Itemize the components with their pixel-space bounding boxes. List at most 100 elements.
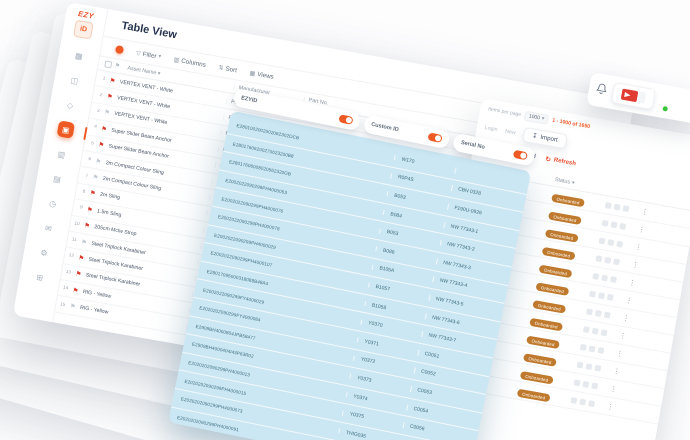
ezyid-header: EZYID (240, 95, 258, 105)
funnel-icon: ▽ (135, 50, 142, 57)
select-all-checkbox[interactable] (104, 60, 113, 69)
image-icon[interactable] (607, 238, 615, 246)
kebab-menu-icon[interactable]: ⋮ (624, 296, 634, 305)
note-icon[interactable] (610, 275, 618, 283)
logo-text: EZY (77, 8, 95, 21)
note-icon[interactable] (606, 293, 614, 301)
kebab-menu-icon[interactable]: ⋮ (615, 349, 624, 358)
sort-icon: ⇅ (218, 64, 225, 72)
chevron-down-icon: ▾ (541, 115, 545, 123)
note-icon[interactable] (600, 328, 608, 336)
image-icon[interactable] (610, 220, 618, 228)
views-button[interactable]: ▦ Views (249, 69, 274, 80)
bell-icon[interactable] (594, 81, 608, 101)
kebab-menu-icon[interactable]: ⋮ (640, 207, 649, 217)
row-number: 14 (62, 285, 69, 292)
note-icon[interactable] (597, 346, 605, 354)
assets-icon[interactable]: ▣ (56, 120, 88, 140)
login-link[interactable]: Login (484, 124, 498, 133)
filter-button[interactable]: ▽ Filter ▾ (136, 49, 162, 60)
serial-no-header: Serial No (460, 140, 486, 151)
row-action-icons (589, 290, 624, 302)
refresh-icon: ↻ (544, 155, 552, 164)
flag-logo-chip[interactable] (610, 82, 656, 111)
kebab-menu-icon[interactable]: ⋮ (637, 225, 646, 234)
dashboard-icon[interactable]: ▦ (74, 50, 84, 61)
row-number: 4 (93, 124, 98, 131)
chevron-down-icon: ▾ (157, 70, 161, 77)
document-icon[interactable] (576, 361, 584, 369)
messages-icon[interactable]: ✉ (44, 223, 53, 234)
image-icon[interactable] (585, 362, 593, 370)
row-number: 1 (102, 76, 106, 82)
custom-id-toggle[interactable] (427, 132, 444, 144)
note-icon[interactable] (588, 399, 596, 407)
image-icon[interactable] (601, 274, 609, 282)
settings-icon[interactable]: ⚙ (39, 247, 49, 258)
kebab-menu-icon[interactable]: ⋮ (606, 402, 615, 412)
history-icon[interactable]: ◷ (48, 198, 58, 209)
document-icon[interactable] (592, 272, 600, 280)
columns-button[interactable]: ▥ Columns (173, 56, 206, 69)
image-icon[interactable] (588, 344, 596, 352)
sort-button[interactable]: ⇅ Sort (218, 64, 238, 74)
image-icon[interactable] (598, 291, 606, 299)
note-icon[interactable] (591, 381, 599, 389)
avatar[interactable] (648, 88, 671, 113)
note-icon[interactable] (622, 204, 630, 212)
import-button[interactable]: ↧ Import (522, 126, 568, 150)
note-icon[interactable] (594, 364, 602, 372)
users-icon[interactable]: ◫ (69, 75, 80, 86)
image-icon[interactable] (613, 203, 621, 211)
document-icon[interactable] (601, 219, 609, 227)
items-per-page-label: Items per page (487, 106, 522, 118)
refresh-button[interactable]: ↻ Refresh (545, 155, 577, 168)
image-icon[interactable] (594, 309, 602, 317)
note-icon[interactable] (613, 257, 621, 265)
pagination-range: 1 - 1000 of 1650 (551, 117, 591, 131)
image-icon[interactable] (591, 327, 599, 335)
online-status-dot (661, 104, 670, 113)
logistics-icon[interactable]: ⊞ (35, 272, 44, 283)
document-icon[interactable] (604, 201, 612, 209)
kebab-menu-icon[interactable]: ⋮ (631, 261, 640, 270)
ezyid-toggle[interactable] (338, 114, 354, 125)
document-icon[interactable] (579, 343, 587, 351)
kebab-menu-icon[interactable]: ⋮ (609, 385, 618, 394)
page-size-select[interactable]: 1000 ▾ (524, 110, 550, 125)
documents-icon[interactable]: ▤ (52, 173, 62, 184)
inventory-icon[interactable]: ▥ (56, 149, 66, 160)
kebab-menu-icon[interactable]: ⋮ (618, 332, 627, 341)
serial-no-toggle[interactable] (512, 149, 529, 161)
row-number: 10 (73, 221, 80, 228)
kebab-menu-icon[interactable]: ⋮ (634, 243, 643, 252)
document-icon[interactable] (570, 396, 578, 404)
import-label: Import (539, 133, 559, 144)
columns-icon: ▥ (173, 56, 180, 64)
document-icon[interactable] (586, 307, 594, 315)
sort-label: Sort (224, 64, 238, 74)
document-icon[interactable] (598, 237, 606, 244)
row-number: 11 (71, 237, 78, 244)
note-icon[interactable] (603, 311, 611, 319)
document-icon[interactable] (589, 290, 597, 298)
red-flag-icon (620, 88, 646, 104)
document-icon[interactable] (582, 325, 590, 333)
note-icon[interactable] (619, 222, 627, 230)
row-action-icons (592, 272, 627, 284)
new-link[interactable]: New (504, 128, 517, 136)
kebab-menu-icon[interactable]: ⋮ (621, 314, 630, 323)
logo-badge: iD (73, 19, 94, 40)
image-icon[interactable] (579, 398, 587, 406)
image-icon[interactable] (582, 380, 590, 388)
document-icon[interactable] (595, 254, 603, 262)
note-icon[interactable] (616, 240, 624, 248)
filter-active-dot[interactable] (114, 45, 125, 55)
image-icon[interactable] (604, 256, 612, 264)
tags-icon[interactable]: ◇ (66, 99, 74, 110)
document-icon[interactable] (573, 378, 581, 386)
kebab-menu-icon[interactable]: ⋮ (612, 367, 621, 376)
row-action-icons (570, 396, 605, 409)
kebab-menu-icon[interactable]: ⋮ (628, 278, 637, 287)
